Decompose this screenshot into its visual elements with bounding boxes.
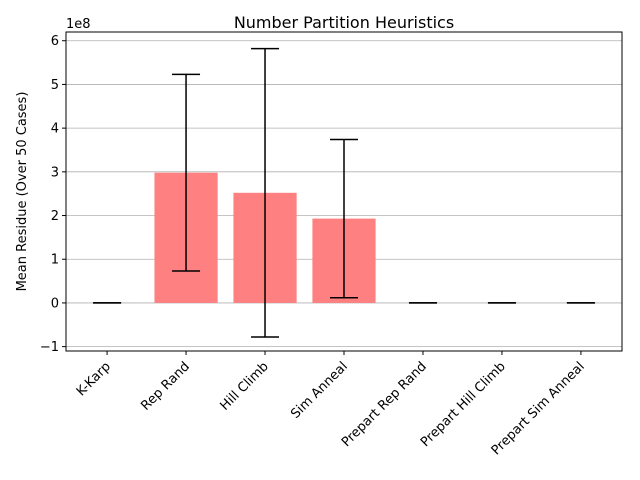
bars — [75, 172, 376, 303]
y-tick-label: −1 — [40, 340, 59, 355]
y-tick-label: 3 — [51, 165, 59, 180]
y-tick-label: 4 — [51, 122, 59, 137]
error-bars — [93, 47, 595, 338]
y-axis-ticks: −1 0 1 2 3 4 5 6 — [40, 34, 66, 355]
x-tick-label: Prepart Hill Climb — [418, 359, 509, 450]
y-tick-label: 5 — [51, 78, 59, 93]
y-tick-label: 1 — [51, 253, 59, 268]
x-tick-label: Sim Anneal — [288, 359, 351, 422]
x-tick-label: K-Karp — [74, 359, 114, 399]
chart-title: Number Partition Heuristics — [234, 13, 454, 32]
x-tick-label: Hill Climb — [217, 359, 271, 413]
y-tick-label: 6 — [51, 34, 59, 49]
y-axis-label: Mean Residue (Over 50 Cases) — [15, 92, 30, 292]
x-axis-ticks: K-Karp Rep Rand Hill Climb Sim AnnealPrepar… — [74, 351, 588, 458]
error-bar — [330, 138, 358, 299]
error-bar — [172, 73, 201, 272]
x-tick-label: Rep Rand — [138, 359, 192, 413]
y-axis-offset-label: 1e8 — [66, 17, 91, 32]
y-tick-label: 0 — [51, 296, 59, 311]
y-tick-label: 2 — [51, 209, 59, 224]
x-tick-label: Prepart Rep Rand — [339, 359, 430, 450]
error-bar — [251, 47, 280, 338]
